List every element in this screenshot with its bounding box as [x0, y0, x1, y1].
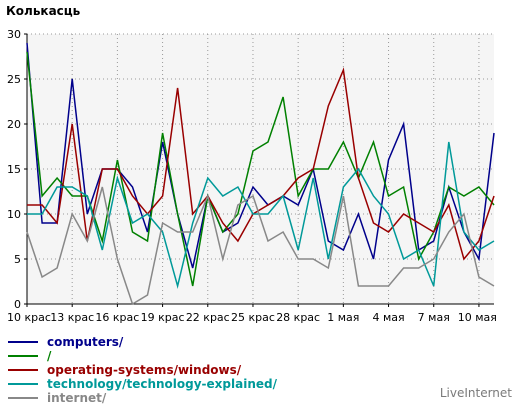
x-tick-label: 1 мая — [327, 311, 359, 324]
series-line-4 — [26, 186, 495, 306]
liveinternet-brand[interactable]: LiveInternet — [439, 386, 512, 400]
y-tick-label: 0 — [14, 298, 21, 311]
x-tick-label: 25 крас — [231, 311, 275, 324]
legend-swatch — [8, 397, 38, 399]
series-lines — [26, 42, 495, 306]
legend-label: computers/ — [47, 335, 124, 349]
x-tick-label: 13 крас — [50, 311, 94, 324]
x-tick-labels: 10 крас 13 крас 16 крас 19 крас 22 крас 25 кр… — [7, 311, 497, 324]
y-tick-label: 10 — [7, 208, 21, 221]
y-tick-labels: 0 5 10 15 20 25 30 — [7, 28, 21, 311]
x-tick-label: 16 крас — [95, 311, 139, 324]
series-line-1 — [26, 51, 495, 287]
y-tick-label: 30 — [7, 28, 21, 41]
y-tick-label: 20 — [7, 118, 21, 131]
x-tick-label: 19 крас — [141, 311, 185, 324]
x-tick-label: 7 мая — [418, 311, 450, 324]
x-tick-label: 22 крас — [186, 311, 230, 324]
legend-swatch — [8, 341, 38, 343]
legend-label: / — [47, 349, 52, 363]
legend-label: operating-systems/windows/ — [47, 363, 242, 377]
legend-label: technology/technology-explained/ — [47, 377, 277, 391]
legend-swatch — [8, 383, 38, 385]
x-tick-label: 4 мая — [372, 311, 404, 324]
y-axis-label: Колькасць — [6, 4, 81, 18]
series-line-3 — [27, 141, 495, 289]
x-tick-label: 10 мая — [458, 311, 497, 324]
x-tick-label: 10 крас — [7, 311, 51, 324]
legend-swatch — [8, 355, 38, 357]
x-tick-label: 28 крас — [276, 311, 320, 324]
series-line-2 — [27, 67, 495, 261]
y-tick-label: 25 — [7, 73, 21, 86]
legend-label: internet/ — [47, 391, 107, 405]
y-tick-label: 5 — [14, 253, 21, 266]
legend-swatch — [8, 369, 38, 371]
y-tick-label: 15 — [7, 163, 21, 176]
axes — [24, 33, 494, 307]
